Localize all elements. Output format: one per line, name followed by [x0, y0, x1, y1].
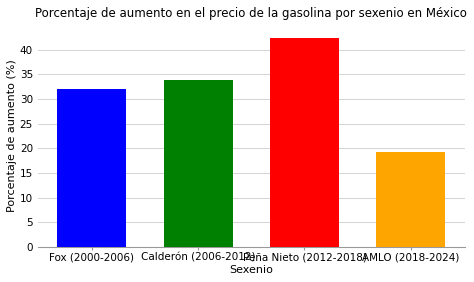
Bar [164, 80, 233, 247]
X-axis label: Sexenio: Sexenio [229, 265, 273, 275]
Title: Porcentaje de aumento en el precio de la gasolina por sexenio en México: Porcentaje de aumento en el precio de la… [36, 7, 467, 20]
Bar [270, 38, 339, 247]
Bar [376, 152, 446, 247]
Bar [57, 89, 127, 247]
Y-axis label: Porcentaje de aumento (%): Porcentaje de aumento (%) [7, 60, 17, 212]
